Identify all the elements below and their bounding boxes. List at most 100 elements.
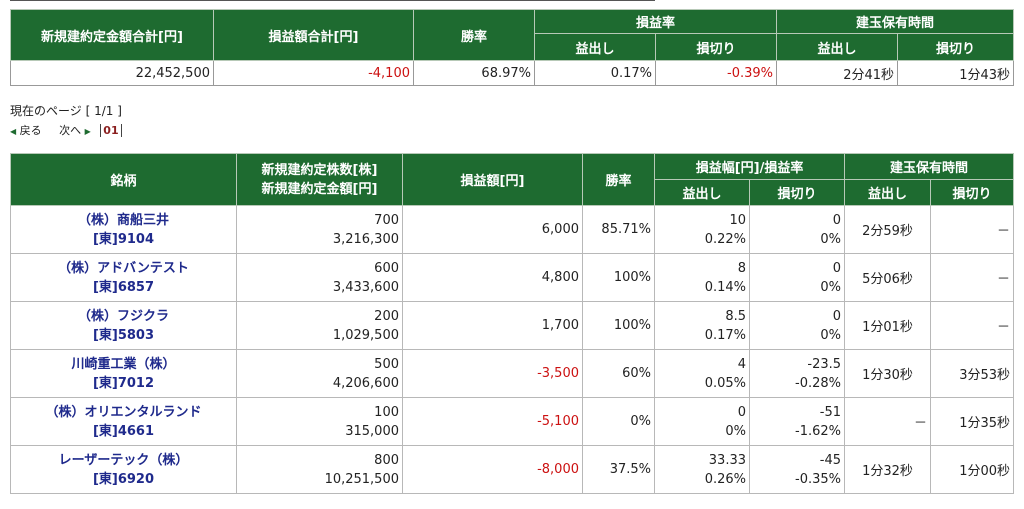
stock-code-link[interactable]: [東]5803 [92,327,155,343]
amount-value: 3,433,600 [332,279,399,295]
pl-value: -3,500 [402,349,583,398]
stock-name-link[interactable]: （株）フジクラ [77,308,169,324]
loss-rate-value: 0% [820,279,842,295]
table-row: 川崎重工業（株） [東]7012 500 4,206,600 -3,500 60% 4 0.0… [10,349,1015,398]
profit-range-cell: 4 0.05% [654,349,750,398]
shares-value: 600 [374,260,399,276]
loss-range-cell: 0 0% [748,205,846,254]
detail-table: 銘柄 新規建約定株数[株] 新規建約定金額[円] 損益額[円] 勝率 損益幅[円… [10,153,1015,494]
amount-value: 1,029,500 [332,327,399,343]
shares-amount-cell: 800 10,251,500 [236,445,403,494]
header-detail-win-rate: 勝率 [582,153,655,206]
stock-code-link[interactable]: [東]6857 [92,279,155,295]
stock-name-link[interactable]: 川崎重工業（株） [71,356,176,372]
profit-rate-value: 0.14% [704,279,746,295]
top-divider [10,0,655,1]
shares-value: 100 [374,404,399,420]
header-total-amount: 新規建約定金額合計[円] [10,9,214,61]
summary-time-loss: 1分43秒 [897,60,1015,86]
pl-value: 1,700 [402,301,583,350]
page-number-link[interactable]: 01 [100,124,122,137]
profit-range-cell: 10 0.22% [654,205,750,254]
profit-range-cell: 8 0.14% [654,253,750,302]
amount-value: 10,251,500 [324,471,399,487]
stock-code-link[interactable]: [東]7012 [92,375,155,391]
header-win-rate: 勝率 [413,9,535,61]
stock-cell: 川崎重工業（株） [東]7012 [10,349,237,398]
header-range-profit: 益出し [654,179,750,206]
stock-code-link[interactable]: [東]6920 [92,471,155,487]
shares-value: 200 [374,308,399,324]
stock-name-link[interactable]: （株）オリエンタルランド [45,404,202,420]
shares-amount-cell: 500 4,206,600 [236,349,403,398]
back-link[interactable]: 戻る [19,124,42,137]
loss-rate-value: -1.62% [795,423,842,439]
summary-total-pl: -4,100 [213,60,414,86]
loss-width-value: 0 [832,308,842,324]
header-rate-loss: 損切り [654,33,778,61]
stock-code-link[interactable]: [東]4661 [92,423,155,439]
amount-value: 315,000 [345,423,399,439]
time-loss-value: － [930,253,1015,302]
header-pl-range: 損益幅[円]/損益率 [653,153,846,180]
loss-rate-value: 0% [820,327,842,343]
stock-code-link[interactable]: [東]9104 [92,231,155,247]
time-loss-value: 3分53秒 [930,349,1015,398]
header-dtime-profit: 益出し [844,179,932,206]
loss-width-value: -51 [819,404,842,420]
summary-total-amount: 22,452,500 [10,60,214,86]
pl-value: 6,000 [402,205,583,254]
profit-width-value: 33.33 [708,452,746,468]
loss-range-cell: 0 0% [748,301,846,350]
shares-amount-cell: 100 315,000 [236,397,403,446]
profit-rate-value: 0.26% [704,471,746,487]
win-rate-value: 60% [582,349,655,398]
shares-amount-cell: 700 3,216,300 [236,205,403,254]
summary-rate-loss: -0.39% [654,60,778,86]
time-profit-value: － [844,397,932,446]
header-detail-holding-time: 建玉保有時間 [844,153,1015,180]
triangle-right-icon: ▶ [84,127,91,136]
profit-range-cell: 0 0% [654,397,750,446]
stock-name-link[interactable]: （株）商船三井 [77,212,169,228]
profit-width-value: 8 [737,260,746,276]
stock-cell: （株）オリエンタルランド [東]4661 [10,397,237,446]
table-row: （株）アドバンテスト [東]6857 600 3,433,600 4,800 100% 8 0… [10,253,1015,302]
profit-rate-value: 0.22% [704,231,746,247]
stock-name-link[interactable]: レーザーテック（株） [58,452,189,468]
header-dtime-loss: 損切り [930,179,1015,206]
summary-time-profit: 2分41秒 [776,60,899,86]
header-shares: 新規建約定株数[株] [261,162,378,178]
profit-width-value: 0 [737,404,746,420]
pl-value: 4,800 [402,253,583,302]
loss-width-value: 0 [832,212,842,228]
stock-name-link[interactable]: （株）アドバンテスト [58,260,189,276]
time-profit-value: 5分06秒 [844,253,932,302]
shares-amount-cell: 200 1,029,500 [236,301,403,350]
stock-cell: （株）アドバンテスト [東]6857 [10,253,237,302]
stock-cell: レーザーテック（株） [東]6920 [10,445,237,494]
header-holding-time: 建玉保有時間 [776,9,1015,34]
header-time-profit: 益出し [776,33,899,61]
header-shares-amount: 新規建約定株数[株] 新規建約定金額[円] [236,153,403,206]
table-row: （株）商船三井 [東]9104 700 3,216,300 6,000 85.71% 10 0… [10,205,1015,254]
profit-width-value: 4 [737,356,746,372]
header-rate-profit: 益出し [534,33,656,61]
profit-rate-value: 0.17% [704,327,746,343]
loss-range-cell: -51 -1.62% [748,397,846,446]
time-loss-value: － [930,301,1015,350]
summary-table: 新規建約定金額合計[円] 損益額合計[円] 勝率 損益率 建玉保有時間 益出し … [10,9,1015,86]
loss-range-cell: -45 -0.35% [748,445,846,494]
profit-range-cell: 8.5 0.17% [654,301,750,350]
shares-amount-cell: 600 3,433,600 [236,253,403,302]
next-link[interactable]: 次へ [59,124,82,137]
time-loss-value: 1分35秒 [930,397,1015,446]
time-profit-value: 2分59秒 [844,205,932,254]
loss-range-cell: 0 0% [748,253,846,302]
summary-rate-profit: 0.17% [534,60,656,86]
time-profit-value: 1分32秒 [844,445,932,494]
table-row: （株）フジクラ [東]5803 200 1,029,500 1,700 100% 8.5 0.… [10,301,1015,350]
stock-cell: （株）商船三井 [東]9104 [10,205,237,254]
amount-value: 3,216,300 [332,231,399,247]
loss-range-cell: -23.5 -0.28% [748,349,846,398]
